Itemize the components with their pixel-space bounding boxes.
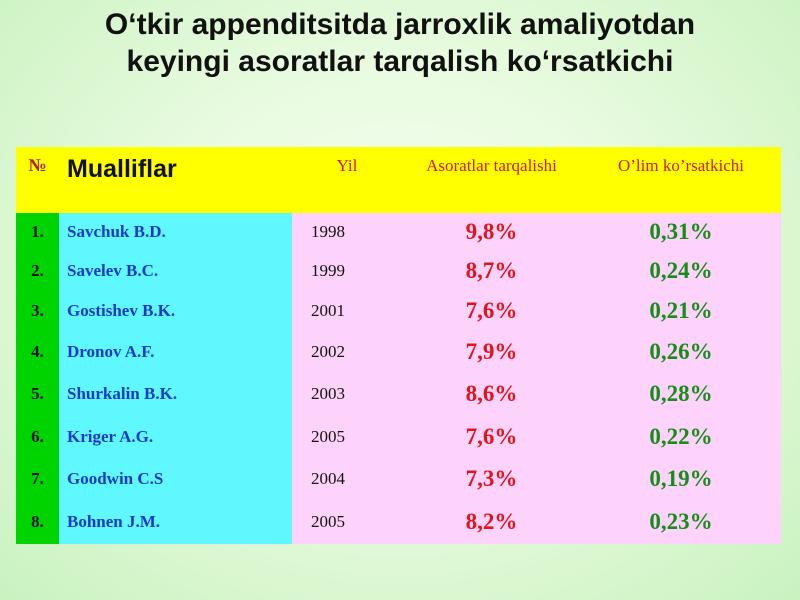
complications-rate: 7,6% — [402, 291, 581, 331]
publication-year: 2002 — [292, 331, 402, 372]
table-row: 5. Shurkalin B.K. 2003 8,6% 0,28% — [16, 372, 781, 416]
row-number: 5. — [16, 372, 59, 416]
mortality-rate: 0,23% — [581, 500, 781, 544]
table-header-row: № Mualliflar Yil Asoratlar tarqalishi O’… — [16, 147, 781, 213]
header-complications: Asoratlar tarqalishi — [426, 156, 557, 175]
table-row: 2. Savelev B.C. 1999 8,7% 0,24% — [16, 251, 781, 291]
title-line-1: O‘tkir appenditsitda jarroxlik amaliyotd… — [104, 8, 696, 41]
row-number: 4. — [16, 331, 59, 372]
slide-title: O‘tkir appenditsitda jarroxlik amaliyotd… — [0, 6, 800, 80]
publication-year: 2005 — [292, 416, 402, 458]
header-number: № — [28, 155, 47, 175]
author-name: Dronov A.F. — [59, 331, 292, 372]
author-name: Goodwin C.S — [59, 458, 292, 500]
table-body: 1. Savchuk B.D. 1998 9,8% 0,31% 2. Savelev B.C… — [16, 213, 781, 544]
complications-table: № Mualliflar Yil Asoratlar tarqalishi O’… — [16, 147, 781, 544]
author-name: Bohnen J.M. — [59, 500, 292, 544]
mortality-rate: 0,19% — [581, 458, 781, 500]
row-number: 2. — [16, 251, 59, 291]
row-number: 6. — [16, 416, 59, 458]
mortality-rate: 0,31% — [581, 213, 781, 251]
author-name: Savelev B.C. — [59, 251, 292, 291]
publication-year: 1999 — [292, 251, 402, 291]
header-authors: Mualliflar — [67, 155, 177, 183]
table-row: 6. Kriger A.G. 2005 7,6% 0,22% — [16, 416, 781, 458]
publication-year: 2001 — [292, 291, 402, 331]
author-name: Gostishev B.K. — [59, 291, 292, 331]
table-row: 4. Dronov A.F. 2002 7,9% 0,26% — [16, 331, 781, 372]
mortality-rate: 0,21% — [581, 291, 781, 331]
complications-rate: 7,3% — [402, 458, 581, 500]
author-name: Kriger A.G. — [59, 416, 292, 458]
publication-year: 2005 — [292, 500, 402, 544]
complications-rate: 8,2% — [402, 500, 581, 544]
table-row: 8. Bohnen J.M. 2005 8,2% 0,23% — [16, 500, 781, 544]
row-number: 3. — [16, 291, 59, 331]
header-mortality: O’lim ko’rsatkichi — [617, 156, 745, 175]
mortality-rate: 0,28% — [581, 372, 781, 416]
complications-rate: 8,6% — [402, 372, 581, 416]
publication-year: 2004 — [292, 458, 402, 500]
table-row: 3. Gostishev B.K. 2001 7,6% 0,21% — [16, 291, 781, 331]
publication-year: 1998 — [292, 213, 402, 251]
table-row: 1. Savchuk B.D. 1998 9,8% 0,31% — [16, 213, 781, 251]
mortality-rate: 0,22% — [581, 416, 781, 458]
mortality-rate: 0,24% — [581, 251, 781, 291]
author-name: Savchuk B.D. — [59, 213, 292, 251]
table-row: 7. Goodwin C.S 2004 7,3% 0,19% — [16, 458, 781, 500]
complications-rate: 7,6% — [402, 416, 581, 458]
complications-rate: 9,8% — [402, 213, 581, 251]
publication-year: 2003 — [292, 372, 402, 416]
complications-rate: 8,7% — [402, 251, 581, 291]
row-number: 8. — [16, 500, 59, 544]
complications-rate: 7,9% — [402, 331, 581, 372]
row-number: 1. — [16, 213, 59, 251]
header-year: Yil — [336, 156, 358, 175]
row-number: 7. — [16, 458, 59, 500]
title-line-2: keyingi asoratlar tarqalish ko‘rsatkichi — [126, 45, 674, 78]
author-name: Shurkalin B.K. — [59, 372, 292, 416]
mortality-rate: 0,26% — [581, 331, 781, 372]
